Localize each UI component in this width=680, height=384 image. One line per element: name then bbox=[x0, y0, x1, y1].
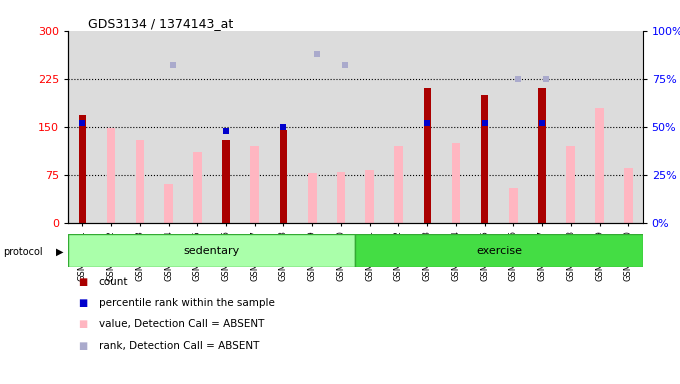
Text: ■: ■ bbox=[78, 319, 88, 329]
Bar bbox=[308, 173, 316, 223]
Bar bbox=[135, 139, 144, 223]
Bar bbox=[595, 108, 604, 223]
Bar bbox=[280, 130, 287, 223]
Text: GDS3134 / 1374143_at: GDS3134 / 1374143_at bbox=[88, 17, 234, 30]
Bar bbox=[452, 143, 460, 223]
Bar bbox=[107, 128, 116, 223]
Bar bbox=[394, 146, 403, 223]
Text: count: count bbox=[99, 277, 128, 287]
Bar bbox=[624, 168, 632, 223]
Bar bbox=[79, 115, 86, 223]
Bar bbox=[68, 234, 356, 267]
Text: ■: ■ bbox=[78, 298, 88, 308]
Text: value, Detection Call = ABSENT: value, Detection Call = ABSENT bbox=[99, 319, 264, 329]
Bar bbox=[337, 172, 345, 223]
Bar bbox=[193, 152, 201, 223]
Bar bbox=[250, 146, 259, 223]
Text: percentile rank within the sample: percentile rank within the sample bbox=[99, 298, 275, 308]
Bar bbox=[222, 139, 230, 223]
Bar bbox=[509, 187, 517, 223]
Bar bbox=[566, 146, 575, 223]
Text: ▶: ▶ bbox=[56, 247, 64, 257]
Bar bbox=[165, 184, 173, 223]
Text: ■: ■ bbox=[78, 341, 88, 351]
Text: rank, Detection Call = ABSENT: rank, Detection Call = ABSENT bbox=[99, 341, 259, 351]
Text: ■: ■ bbox=[78, 277, 88, 287]
Text: exercise: exercise bbox=[476, 245, 522, 256]
Bar bbox=[481, 95, 488, 223]
Bar bbox=[365, 170, 374, 223]
Bar bbox=[539, 88, 545, 223]
Bar bbox=[424, 88, 430, 223]
Text: sedentary: sedentary bbox=[184, 245, 240, 256]
Bar bbox=[356, 234, 643, 267]
Text: protocol: protocol bbox=[3, 247, 43, 257]
